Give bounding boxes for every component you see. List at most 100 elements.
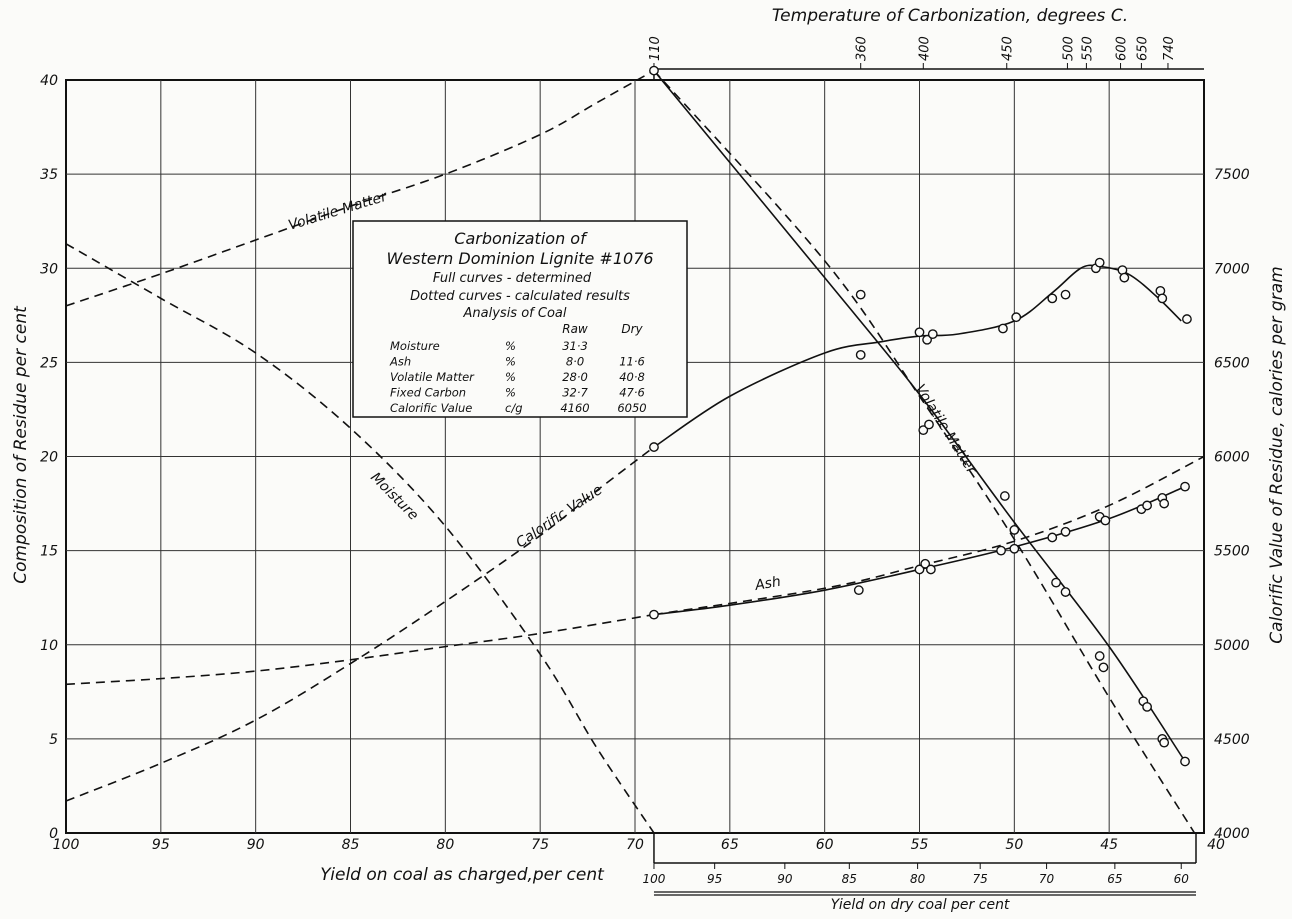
data-point [1011, 312, 1022, 323]
legend-analysis-title: Analysis of Coal [463, 306, 567, 321]
y2-tick-label: 6000 [1214, 450, 1250, 466]
legend-row-dry: 11·6 [619, 355, 645, 369]
label-calorific-value: Calorific Value [513, 482, 605, 551]
temperature-label: 110 [648, 36, 663, 61]
legend-col-raw: Raw [562, 322, 588, 336]
x-tick-label: 85 [342, 837, 360, 853]
calculated-curve [65, 243, 655, 834]
data-point [996, 545, 1006, 556]
data-point [855, 349, 866, 360]
dry-scale-label: 70 [1039, 872, 1055, 886]
dry-scale-label: 60 [1174, 872, 1190, 886]
y2-tick-label: 6500 [1214, 355, 1250, 371]
data-point [1159, 498, 1170, 509]
legend-title-line2: Western Dominion Lignite #1076 [386, 249, 653, 268]
y-tick-label: 25 [40, 355, 58, 371]
data-point [1060, 587, 1071, 597]
legend-row-name: Calorific Value [390, 401, 472, 415]
x-tick-label: 45 [1100, 837, 1118, 853]
series-lines [65, 69, 1205, 834]
data-point [1182, 314, 1192, 324]
x-tick-label: 70 [626, 837, 644, 853]
y2-tick-label: 5000 [1214, 638, 1250, 654]
data-point [1009, 543, 1020, 554]
top-axis-title: Temperature of Carbonization, degrees C. [772, 6, 1128, 26]
temperature-label: 360 [855, 36, 870, 61]
data-point [1060, 289, 1071, 300]
legend-row-unit: % [505, 370, 516, 384]
temperature-label: 400 [917, 36, 932, 61]
data-point [855, 289, 866, 300]
legend-row-dry: 6050 [617, 401, 646, 415]
grid [66, 80, 1204, 833]
y-tick-label: 30 [40, 261, 58, 277]
x-axis-title: Yield on coal as charged,per cent [320, 865, 605, 885]
dry-scale-label: 95 [707, 872, 722, 886]
data-point [922, 334, 932, 345]
temperature-label: 650 [1135, 36, 1150, 61]
temperature-label: 740 [1162, 36, 1177, 61]
data-point [1098, 662, 1109, 673]
data-point [649, 609, 659, 620]
data-point [924, 419, 934, 430]
data-point [1047, 532, 1058, 543]
legend-row-raw: 4160 [560, 401, 589, 415]
x2-axis-title: Yield on dry coal per cent [831, 897, 1010, 913]
y2-tick-label: 7500 [1214, 167, 1250, 183]
y2-tick-label: 4500 [1214, 732, 1250, 748]
determined-curve [653, 70, 1186, 762]
legend-row-unit: % [505, 339, 516, 353]
legend-row-name: Ash [389, 355, 411, 369]
dry-scale-label: 80 [910, 872, 926, 886]
x-tick-label: 75 [531, 837, 549, 853]
legend-row-raw: 31·3 [562, 339, 588, 353]
y-axis-title: Composition of Residue per cent [11, 305, 31, 584]
calculated-curve [653, 455, 1205, 616]
data-point [1094, 651, 1105, 661]
legend-rows: Moisture% 31·3 Ash% 8·0 11·6 Volatile Matter%… [389, 339, 647, 415]
legend-line3: Full curves - determined [433, 271, 592, 286]
dry-scale-label: 75 [973, 872, 988, 886]
calculated-curve [65, 613, 655, 686]
dry-scale-label: 100 [643, 872, 666, 886]
data-point [1119, 272, 1130, 283]
legend-row-raw: 32·7 [562, 386, 588, 400]
x-tick-label: 60 [816, 837, 834, 853]
legend-row-unit: % [505, 355, 516, 369]
data-point [1051, 577, 1061, 588]
data-point [1157, 293, 1168, 304]
y-tick-label: 15 [40, 544, 58, 560]
determined-curve [653, 264, 1182, 448]
calculated-curve [65, 446, 655, 802]
data-point [649, 65, 659, 76]
legend-col-dry: Dry [621, 322, 643, 336]
data-point [998, 323, 1008, 334]
label-ash: Ash [753, 574, 782, 594]
data-point [1100, 515, 1111, 526]
data-point [1094, 257, 1105, 268]
dry-scale-label: 85 [842, 872, 857, 886]
data-points [649, 65, 1192, 767]
calculated-curve [65, 69, 655, 307]
x-tick-label: 40 [1207, 837, 1225, 853]
temperature-label: 450 [1001, 36, 1016, 61]
data-point [925, 564, 936, 575]
label-moisture: Moisture [367, 470, 421, 524]
y-tick-label: 35 [40, 167, 58, 183]
data-point [1060, 526, 1071, 537]
y2-tick-label: 4000 [1214, 826, 1250, 842]
data-point [1142, 701, 1153, 712]
data-point [918, 425, 929, 436]
data-point [1009, 525, 1020, 535]
x-tick-label: 90 [247, 837, 265, 853]
legend-row-name: Volatile Matter [390, 370, 475, 384]
legend-row-unit: % [505, 386, 516, 400]
dry-scale-label: 65 [1107, 872, 1122, 886]
legend-row-raw: 28·0 [562, 370, 588, 384]
legend-row-raw: 8·0 [566, 355, 584, 369]
y-tick-label: 10 [40, 638, 58, 654]
x-tick-label: 100 [53, 837, 80, 853]
data-point [649, 442, 659, 452]
data-point [1180, 756, 1190, 767]
